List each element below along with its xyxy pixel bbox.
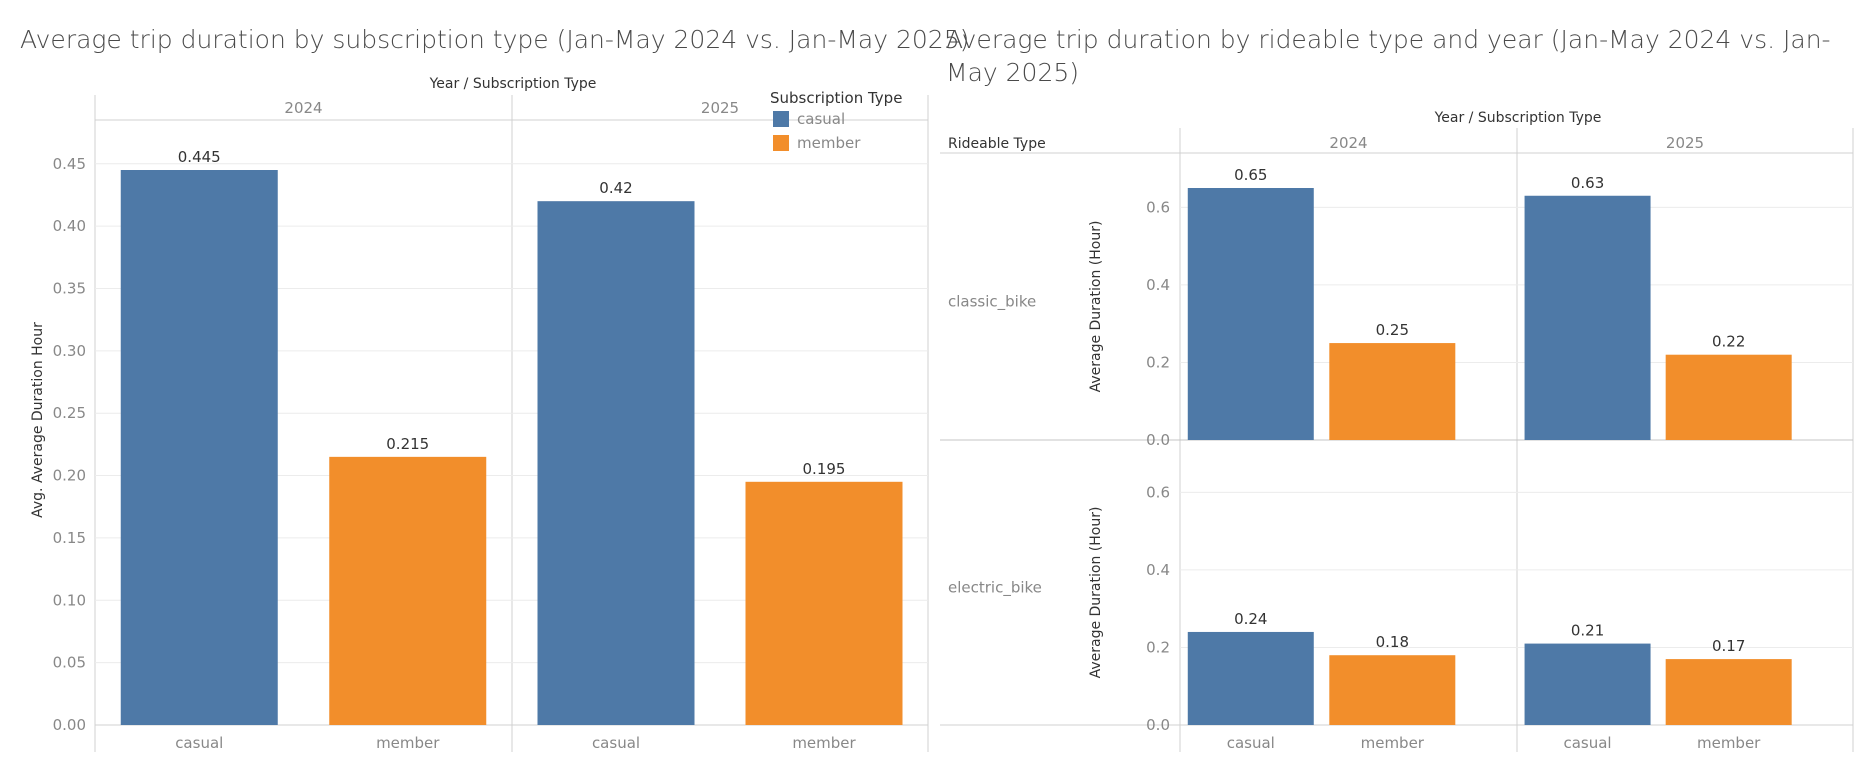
left-data-label: 0.445 (178, 148, 221, 166)
right-data-label: 0.65 (1234, 166, 1267, 184)
legend-title: Subscription Type (770, 89, 902, 107)
right-bar-electric_bike-2025-member (1665, 659, 1792, 725)
left-x-tick-label: casual (592, 734, 640, 752)
legend-swatch-member (773, 135, 789, 151)
left-y-tick-label: 0.10 (53, 591, 86, 609)
left-data-label: 0.195 (803, 460, 846, 478)
right-bar-electric_bike-2024-casual (1187, 631, 1314, 725)
right-column-header: Year / Subscription Type (1434, 110, 1602, 126)
right-x-tick-label: member (1361, 734, 1425, 752)
right-y-tick-label: 0.6 (1146, 198, 1170, 216)
right-x-tick-label: casual (1227, 734, 1275, 752)
left-x-tick-label: casual (175, 734, 223, 752)
right-data-label: 0.25 (1376, 321, 1409, 339)
left-y-tick-label: 0.45 (53, 155, 86, 173)
left-bar-2024-casual (120, 170, 278, 725)
left-y-tick-label: 0.00 (53, 716, 86, 734)
right-data-label: 0.63 (1571, 174, 1604, 192)
right-row-label: classic_bike (948, 293, 1036, 312)
right-y-tick-label: 0.4 (1146, 276, 1170, 294)
right-y-tick-label: 0.6 (1146, 483, 1170, 501)
right-y-tick-label: 0.4 (1146, 561, 1170, 579)
left-year-header: 2024 (284, 99, 322, 117)
left-y-tick-label: 0.05 (53, 654, 86, 672)
left-data-label: 0.215 (386, 435, 429, 453)
left-y-tick-label: 0.30 (53, 342, 86, 360)
right-bar-classic_bike-2024-casual (1187, 188, 1314, 440)
right-bar-classic_bike-2024-member (1329, 343, 1456, 440)
left-y-tick-label: 0.35 (53, 279, 86, 297)
right-y-tick-label: 0.2 (1146, 353, 1170, 371)
right-bar-electric_bike-2024-member (1329, 655, 1456, 725)
right-y-tick-label: 0.0 (1146, 716, 1170, 734)
right-data-label: 0.18 (1376, 633, 1409, 651)
left-year-header: 2025 (701, 99, 739, 117)
right-y-axis-label: Average Duration (Hour) (1088, 221, 1104, 393)
left-y-axis-label: Avg. Average Duration Hour (30, 322, 46, 518)
right-row-label: electric_bike (948, 579, 1042, 598)
right-data-label: 0.24 (1234, 610, 1267, 628)
left-x-tick-label: member (792, 734, 856, 752)
right-data-label: 0.17 (1712, 637, 1745, 655)
left-y-tick-label: 0.20 (53, 467, 86, 485)
left-y-tick-label: 0.40 (53, 217, 86, 235)
left-y-tick-label: 0.15 (53, 529, 86, 547)
right-year-header: 2024 (1329, 134, 1367, 152)
right-y-tick-label: 0.2 (1146, 638, 1170, 656)
left-bar-2025-casual (537, 201, 695, 725)
right-bar-classic_bike-2025-member (1665, 354, 1792, 440)
right-year-header: 2025 (1666, 134, 1704, 152)
right-x-tick-label: member (1697, 734, 1761, 752)
legend-swatch-casual (773, 111, 789, 127)
right-row-header: Rideable Type (948, 136, 1046, 152)
legend-label-member: member (797, 134, 861, 152)
left-column-header: Year / Subscription Type (429, 76, 597, 92)
right-y-tick-label: 0.0 (1146, 431, 1170, 449)
right-bar-classic_bike-2025-casual (1524, 195, 1651, 440)
right-x-tick-label: casual (1563, 734, 1611, 752)
left-x-tick-label: member (376, 734, 440, 752)
legend-label-casual: casual (797, 110, 845, 128)
right-y-axis-label: Average Duration (Hour) (1088, 507, 1104, 679)
left-bar-2025-member (745, 481, 903, 725)
right-data-label: 0.22 (1712, 333, 1745, 351)
left-data-label: 0.42 (599, 179, 632, 197)
left-chart-title: Average trip duration by subscription ty… (20, 25, 970, 54)
left-bar-2024-member (329, 456, 487, 725)
left-y-tick-label: 0.25 (53, 404, 86, 422)
right-bar-electric_bike-2025-casual (1524, 643, 1651, 725)
right-chart-title: Average trip duration by rideable type a… (946, 25, 1831, 87)
right-data-label: 0.21 (1571, 622, 1604, 640)
